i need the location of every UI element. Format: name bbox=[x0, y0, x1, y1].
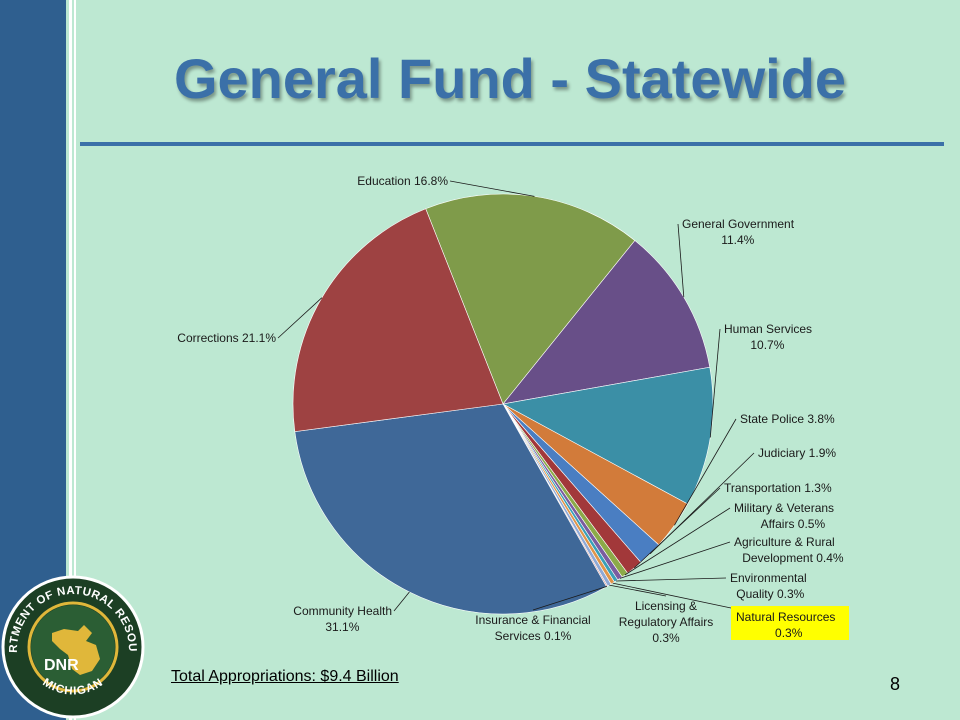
slice-label-line: Services 0.1% bbox=[495, 629, 572, 643]
slice-label-military-veterans-affairs: Military & Veterans Affairs 0.5% bbox=[734, 501, 834, 531]
slice-label-judiciary: Judiciary 1.9% bbox=[758, 446, 836, 460]
leader-line bbox=[277, 297, 323, 339]
sidebar-stripe bbox=[69, 0, 72, 720]
leader-line bbox=[674, 418, 737, 526]
slice-label-education: Education 16.8% bbox=[357, 174, 448, 188]
leader-line bbox=[612, 582, 732, 609]
leader-line bbox=[393, 591, 410, 612]
page-number: 8 bbox=[890, 674, 901, 694]
slice-label-line: General Government bbox=[682, 217, 795, 231]
leader-line bbox=[449, 180, 535, 197]
leader-line bbox=[619, 541, 731, 579]
slice-label-line: Transportation 1.3% bbox=[724, 481, 832, 495]
slice-label-line: Corrections 21.1% bbox=[177, 331, 276, 345]
slice-label-community-health: Community Health 31.1% bbox=[293, 604, 392, 634]
page-title: General Fund - Statewide bbox=[173, 47, 847, 110]
slice-label-line: Regulatory Affairs bbox=[619, 615, 714, 629]
leader-line bbox=[677, 223, 685, 298]
dnr-logo: DEPARTMENT OF NATURAL RESOURCES MICHIGAN… bbox=[0, 575, 145, 719]
slice-label-line: Environmental bbox=[730, 571, 807, 585]
slice-label-agriculture-rural-development: Agriculture & Rural Development 0.4% bbox=[734, 535, 844, 565]
slice-label-line: Affairs 0.5% bbox=[761, 517, 826, 531]
leader-line bbox=[532, 586, 608, 611]
slice-label-corrections: Corrections 21.1% bbox=[177, 331, 276, 345]
leader-line bbox=[609, 584, 667, 597]
slice-label-transportation: Transportation 1.3% bbox=[724, 481, 832, 495]
slice-label-general-government: General Government 11.4% bbox=[682, 217, 795, 247]
pie-slice-general-government bbox=[502, 240, 711, 405]
leader-line bbox=[634, 487, 721, 569]
slice-label-line: 31.1% bbox=[325, 620, 359, 634]
logo-gold-ring bbox=[27, 601, 119, 693]
slice-label-line: 0.3% bbox=[652, 631, 680, 645]
slice-label-line: State Police 3.8% bbox=[740, 412, 835, 426]
slice-label-line: Judiciary 1.9% bbox=[758, 446, 836, 460]
slice-label-natural-resources: Natural Resources 0.3% bbox=[736, 610, 835, 640]
slice-label-line: 10.7% bbox=[750, 338, 784, 352]
logo-center-text: DNR bbox=[44, 657, 79, 674]
michigan-map-icon bbox=[52, 625, 100, 675]
slice-label-line: Military & Veterans bbox=[734, 501, 834, 515]
slice-label-human-services: Human Services 10.7% bbox=[724, 322, 812, 352]
total-appropriations: Total Appropriations: $9.4 Billion bbox=[171, 668, 399, 685]
slice-label-line: Education 16.8% bbox=[357, 174, 448, 188]
slice-label-line: Community Health bbox=[293, 604, 392, 618]
slice-label-environmental-quality: Environmental Quality 0.3% bbox=[730, 571, 807, 601]
pie-slice-community-health bbox=[294, 403, 607, 615]
slice-label-licensing-regulatory-affairs: Licensing & Regulatory Affairs 0.3% bbox=[619, 599, 714, 645]
slice-label-line: Quality 0.3% bbox=[736, 587, 804, 601]
leader-line bbox=[624, 507, 731, 576]
slice-label-state-police: State Police 3.8% bbox=[740, 412, 835, 426]
label-highlight bbox=[731, 606, 849, 640]
leader-line bbox=[616, 577, 727, 582]
slice-label-line: Development 0.4% bbox=[742, 551, 844, 565]
pie-slice-education bbox=[425, 193, 636, 405]
leader-line bbox=[709, 328, 721, 438]
slice-label-line: Human Services bbox=[724, 322, 812, 336]
sidebar-stripe-thin bbox=[74, 0, 76, 720]
slice-label-line: Agriculture & Rural bbox=[734, 535, 835, 549]
slice-label-line: Natural Resources bbox=[736, 610, 835, 624]
slice-label-line: Licensing & bbox=[635, 599, 697, 613]
slice-label-line: Insurance & Financial bbox=[475, 613, 590, 627]
slice-label-insurance-financial-services: Insurance & Financial Services 0.1% bbox=[475, 613, 590, 643]
slice-label-line: 0.3% bbox=[775, 626, 803, 640]
slice-label-line: 11.4% bbox=[721, 233, 754, 247]
title-divider bbox=[80, 142, 944, 146]
pie-slice-corrections bbox=[292, 208, 504, 432]
